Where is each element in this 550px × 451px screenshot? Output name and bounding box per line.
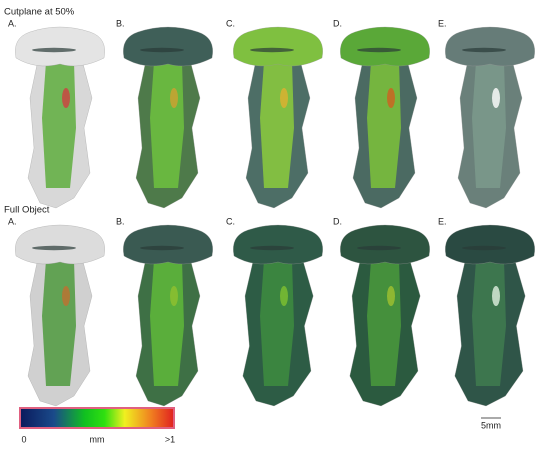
core-shape xyxy=(472,260,506,386)
highlight xyxy=(492,286,500,306)
highlight xyxy=(387,286,395,306)
highlight xyxy=(62,88,70,108)
core-shape xyxy=(260,62,294,188)
scale-bar-label: 5mm xyxy=(481,420,501,430)
highlight xyxy=(280,286,288,306)
cap-shape xyxy=(445,26,535,67)
highlight xyxy=(280,88,288,108)
panel-label: E. xyxy=(438,18,447,28)
cap-slot xyxy=(462,245,506,251)
cap-slot xyxy=(357,47,401,53)
cap-shape xyxy=(340,224,430,265)
cap-slot xyxy=(250,245,294,251)
colorbar xyxy=(19,407,175,429)
cap-shape xyxy=(233,224,323,265)
cap-slot xyxy=(462,47,506,53)
colorbar-min: 0 xyxy=(21,434,26,444)
colorbar-max: >1 xyxy=(165,434,175,444)
panel-label: E. xyxy=(438,216,447,226)
core-shape xyxy=(42,260,76,386)
highlight xyxy=(170,286,178,306)
cap-slot xyxy=(357,245,401,251)
core-shape xyxy=(472,62,506,188)
cap-shape xyxy=(15,224,105,265)
panel-label: A. xyxy=(8,18,17,28)
colorbar-unit: mm xyxy=(90,434,105,444)
core-shape xyxy=(260,260,294,386)
core-shape xyxy=(367,260,401,386)
cap-slot xyxy=(32,47,76,53)
cap-shape xyxy=(123,224,213,265)
core-shape xyxy=(367,62,401,188)
cap-slot xyxy=(140,245,184,251)
cap-shape xyxy=(15,26,105,67)
cap-shape xyxy=(233,26,323,67)
section-title: Full Object xyxy=(4,205,50,216)
panel-label: D. xyxy=(333,18,342,28)
core-shape xyxy=(42,62,76,188)
panel-label: B. xyxy=(116,216,125,226)
cap-shape xyxy=(340,26,430,67)
section-title: Cutplane at 50% xyxy=(4,7,75,18)
panel-label: C. xyxy=(226,216,235,226)
panel-label: B. xyxy=(116,18,125,28)
cap-slot xyxy=(250,47,294,53)
panel-label: A. xyxy=(8,216,17,226)
core-shape xyxy=(150,62,184,188)
cap-slot xyxy=(140,47,184,53)
highlight xyxy=(170,88,178,108)
core-shape xyxy=(150,260,184,386)
cap-shape xyxy=(445,224,535,265)
highlight xyxy=(387,88,395,108)
panel-label: C. xyxy=(226,18,235,28)
cap-slot xyxy=(32,245,76,251)
cap-shape xyxy=(123,26,213,67)
panel-label: D. xyxy=(333,216,342,226)
highlight xyxy=(492,88,500,108)
highlight xyxy=(62,286,70,306)
